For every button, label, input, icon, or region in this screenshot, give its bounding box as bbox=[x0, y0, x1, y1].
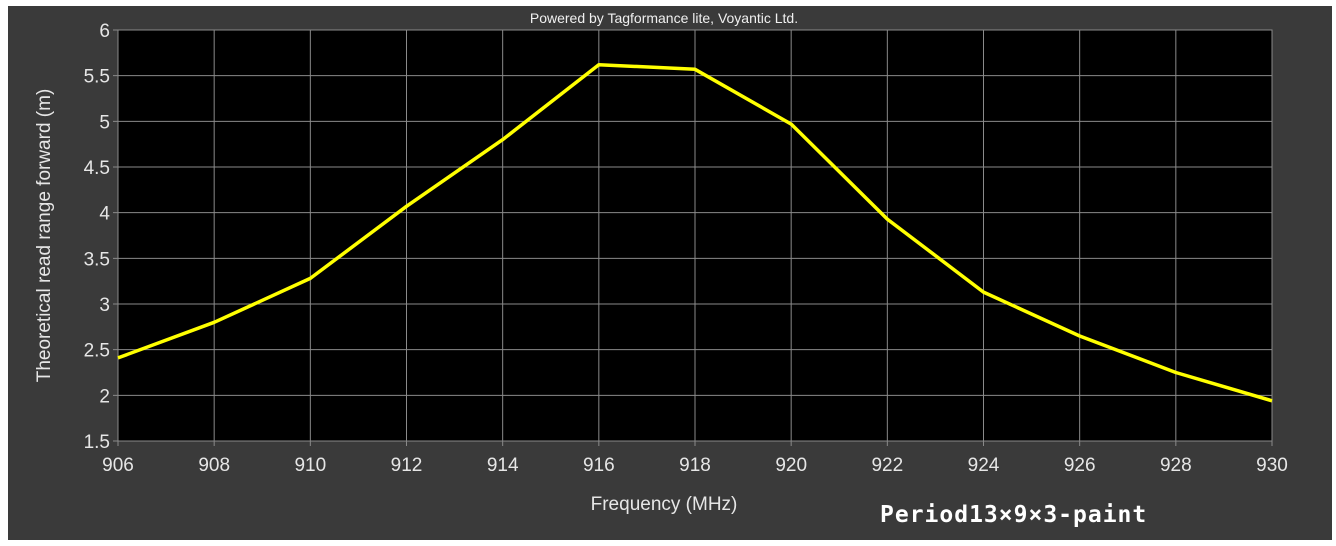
x-tick-label: 908 bbox=[198, 455, 230, 476]
x-tick-label: 930 bbox=[1256, 455, 1288, 476]
caption-text: Period13×9×3-paint bbox=[880, 502, 1147, 528]
x-tick-label: 912 bbox=[391, 455, 423, 476]
x-tick-label: 906 bbox=[102, 455, 134, 476]
series-layer bbox=[117, 62, 1273, 403]
x-axis-title: Frequency (MHz) bbox=[591, 494, 738, 515]
y-tick-label: 5 bbox=[99, 112, 110, 133]
y-tick-label: 1.5 bbox=[84, 432, 110, 453]
tick-labels: 906 908 910 912 914 916 918 920 922 924 926 928 930 1… bbox=[84, 21, 1288, 476]
y-tick-label: 5.5 bbox=[84, 67, 110, 88]
y-tick-label: 2 bbox=[99, 386, 110, 407]
x-tick-label: 924 bbox=[968, 455, 1000, 476]
series-line bbox=[117, 62, 1273, 403]
x-tick-label: 918 bbox=[679, 455, 711, 476]
x-tick-label: 928 bbox=[1160, 455, 1192, 476]
x-tick-label: 910 bbox=[294, 455, 326, 476]
x-tick-label: 914 bbox=[487, 455, 519, 476]
x-tick-label: 920 bbox=[775, 455, 807, 476]
x-tick-label: 916 bbox=[583, 455, 615, 476]
y-tick-label: 6 bbox=[99, 21, 110, 42]
grid bbox=[113, 29, 1273, 446]
x-tick-label: 922 bbox=[871, 455, 903, 476]
chart-svg: 906 908 910 912 914 916 918 920 922 924 926 928 930 1… bbox=[34, 10, 1288, 528]
plot-border bbox=[117, 29, 1273, 442]
credit-text: Powered by Tagformance lite, Voyantic Lt… bbox=[530, 10, 798, 26]
y-tick-label: 3.5 bbox=[84, 249, 110, 270]
y-tick-label: 3 bbox=[99, 295, 110, 316]
x-tick-label: 926 bbox=[1064, 455, 1096, 476]
y-tick-label: 4 bbox=[99, 204, 110, 225]
y-axis-title: Theoretical read range forward (m) bbox=[34, 89, 55, 383]
y-tick-label: 2.5 bbox=[84, 341, 110, 362]
chart-panel: 906 908 910 912 914 916 918 920 922 924 926 928 930 1… bbox=[8, 6, 1332, 540]
y-tick-label: 4.5 bbox=[84, 158, 110, 179]
